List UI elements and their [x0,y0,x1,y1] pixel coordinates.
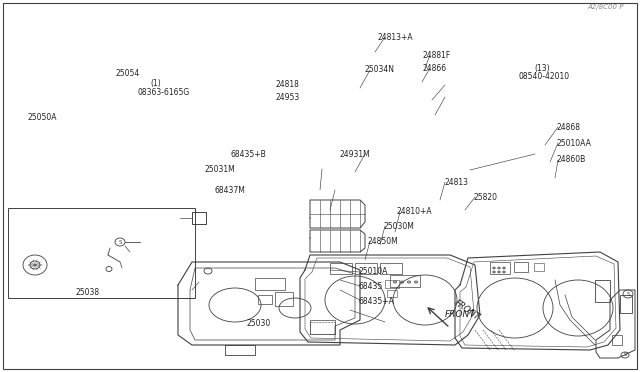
Text: 24953: 24953 [275,93,300,102]
Text: 25050A: 25050A [28,113,57,122]
Text: S: S [118,240,122,244]
Text: 24813+A: 24813+A [378,33,413,42]
Bar [255,278,285,290]
Text: 68435+B: 68435+B [230,150,266,159]
Text: 25031M: 25031M [205,165,236,174]
Text: (13): (13) [534,64,550,73]
Bar [390,275,420,287]
Bar [310,322,335,334]
Text: 24931M: 24931M [339,150,370,159]
Text: A2/8C00 P: A2/8C00 P [588,4,624,10]
Bar [8,208,195,298]
Text: 24810+A: 24810+A [397,207,433,216]
Text: 08540-42010: 08540-42010 [518,72,570,81]
Bar [330,263,352,274]
Text: 25038: 25038 [75,288,99,296]
Text: S: S [627,292,630,296]
Text: S: S [623,353,627,357]
Text: 25010AA: 25010AA [557,139,591,148]
Text: 24813: 24813 [445,178,468,187]
Text: 08363-6165G: 08363-6165G [138,88,190,97]
Bar [275,292,293,306]
Bar [595,280,610,302]
Text: FRONT: FRONT [445,310,476,319]
Text: 25054: 25054 [115,69,140,78]
Text: FRONT: FRONT [453,298,482,322]
Text: 24850M: 24850M [368,237,399,246]
Text: 24881F: 24881F [422,51,451,60]
Text: 25030: 25030 [246,319,271,328]
Text: 68435+A: 68435+A [358,297,394,306]
Bar [385,280,399,288]
Text: 25820: 25820 [474,193,498,202]
Text: 24818: 24818 [275,80,299,89]
Text: 68435: 68435 [358,282,383,291]
Text: 25034N: 25034N [365,65,395,74]
Text: 24860B: 24860B [557,155,586,164]
Bar [620,295,632,313]
Bar [612,335,622,345]
Text: 24868: 24868 [557,123,581,132]
Text: 24866: 24866 [422,64,447,73]
Bar [514,262,528,272]
Text: (1): (1) [150,79,161,88]
Bar [192,212,206,224]
Bar [387,290,397,297]
Bar [490,262,510,274]
Bar [355,263,377,274]
Bar [310,320,335,334]
Text: 25010A: 25010A [358,267,388,276]
Bar [534,263,544,271]
Bar [380,263,402,274]
Bar [258,295,272,304]
Text: 25030M: 25030M [384,222,415,231]
Text: 68437M: 68437M [214,186,245,195]
